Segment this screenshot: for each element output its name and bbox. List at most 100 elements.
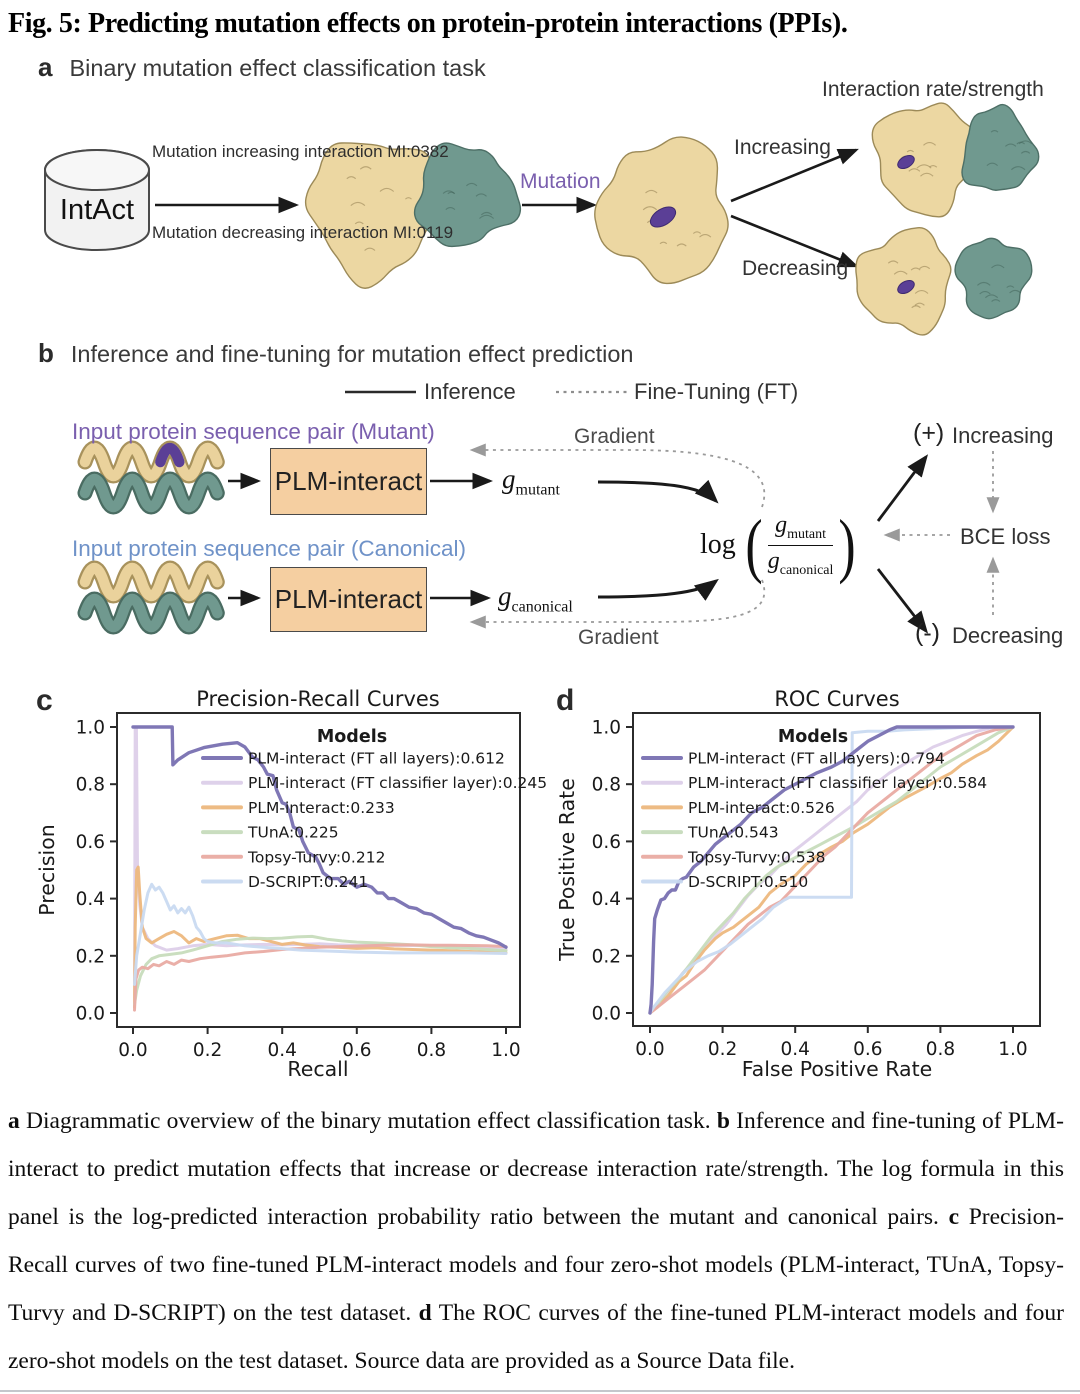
mutation-increasing-edge-label: Mutation increasing interaction MI:0382 bbox=[152, 142, 449, 161]
protein-blob-teal-unbound-texture bbox=[977, 281, 991, 286]
panel-b-canvas bbox=[77, 390, 1000, 635]
protein-blob-teal-bound-texture bbox=[1011, 166, 1026, 171]
protein-blob-tan-1-texture bbox=[379, 187, 395, 192]
mutant-helix-tan bbox=[79, 442, 223, 482]
decreasing-arrow bbox=[730, 214, 859, 268]
gradient-top-dashed-curve bbox=[469, 443, 766, 508]
protein-blob-teal-unbound-texture bbox=[985, 294, 999, 299]
protein-blob-mutant-texture bbox=[699, 234, 712, 238]
intact-database-label: IntAct bbox=[59, 194, 135, 226]
protein-blob-tan-unbound-texture bbox=[914, 290, 929, 294]
roc-series-line bbox=[648, 725, 1015, 1015]
protein-blob-tan-1-texture bbox=[354, 221, 364, 225]
panel-a-canvas bbox=[44, 102, 1040, 336]
protein-blob-teal-bound-texture bbox=[1018, 140, 1033, 145]
panel-b-diagram: Inference Fine-Tuning (FT) Input protein… bbox=[0, 335, 1080, 665]
g-mutant-to-formula-arrow bbox=[597, 479, 719, 504]
protein-blob-mutant-texture bbox=[659, 241, 668, 245]
minus-sign: (-) bbox=[915, 619, 940, 647]
roc-legend-label: D-SCRIPT:0.510 bbox=[688, 873, 808, 891]
increasing-output-label: Increasing bbox=[952, 423, 1054, 448]
protein-blob-tan-1-texture bbox=[405, 197, 412, 200]
protein-blob-teal-1-texture bbox=[445, 207, 456, 211]
roc-ytick-label: 0.2 bbox=[592, 946, 621, 967]
roc-xlabel: False Positive Rate bbox=[742, 1057, 933, 1081]
protein-blob-tan-1-texture bbox=[346, 176, 357, 180]
roc-ytick-label: 0.6 bbox=[592, 832, 621, 853]
bottom-divider bbox=[0, 1390, 1080, 1392]
protein-blob-teal-1-texture bbox=[479, 214, 494, 219]
roc-legend-label: PLM-interact (FT classifier layer):0.584 bbox=[688, 774, 987, 792]
roc-series-line bbox=[648, 725, 1015, 1015]
pr-axes-box bbox=[116, 712, 521, 1028]
roc-xtick-label: 1.0 bbox=[998, 1039, 1027, 1060]
protein-blob-tan-unbound-texture bbox=[887, 260, 899, 264]
pr-ytick-label: 1.0 bbox=[76, 718, 105, 739]
roc-series-line bbox=[648, 725, 1015, 1015]
plus-sign: (+) bbox=[913, 419, 945, 447]
mutation-label: Mutation bbox=[520, 170, 601, 193]
mutation-site-patch bbox=[649, 206, 677, 228]
pr-legend-label: PLM-interact (FT classifier layer):0.245 bbox=[248, 774, 547, 792]
pr-legend-label: TUnA:0.225 bbox=[247, 824, 339, 842]
pr-legend-label: PLM-interact:0.233 bbox=[248, 799, 395, 817]
pr-series-line bbox=[133, 865, 508, 1009]
g-mutant-term: gmutant bbox=[502, 464, 560, 499]
protein-blob-tan-unbound-texture bbox=[893, 270, 908, 275]
panel-b-letter: b bbox=[38, 338, 54, 368]
pr-ytick-label: 0.2 bbox=[76, 946, 105, 967]
decreasing-label: Decreasing bbox=[742, 257, 849, 280]
mutation-decreasing-edge-label: Mutation decreasing interaction MI:0119 bbox=[152, 223, 454, 242]
mutation-site-patch-unbound bbox=[897, 279, 915, 295]
mutant-helix-teal bbox=[79, 473, 223, 513]
pr-ytick-label: 0.6 bbox=[76, 832, 105, 853]
bce-loss-label: BCE loss bbox=[960, 524, 1051, 549]
roc-ylabel: True Positive Rate bbox=[555, 778, 579, 962]
pr-series-line bbox=[133, 882, 508, 986]
panel-a-title: Binary mutation effect classification ta… bbox=[69, 55, 486, 81]
roc-legend-label: PLM-interact:0.526 bbox=[688, 799, 835, 817]
protein-blob-mutant-texture bbox=[676, 243, 687, 247]
roc-series-line bbox=[648, 725, 1015, 1015]
protein-blob-tan-bound bbox=[871, 102, 979, 218]
roc-ytick-label: 1.0 bbox=[592, 718, 621, 739]
roc-chart: ROC Curves 0.0 0.2 0.4 0.6 0.8 1.0 0.0 0.2 0.4 0.6… bbox=[555, 687, 1041, 1081]
panel-d-letter: d bbox=[556, 684, 575, 717]
roc-ytick-label: 0.8 bbox=[592, 775, 621, 796]
pr-xtick-label: 1.0 bbox=[491, 1040, 520, 1061]
database-cylinder-top bbox=[44, 149, 150, 191]
protein-blob-tan-bound-texture bbox=[908, 168, 921, 172]
panel-c-letter: c bbox=[36, 684, 53, 717]
protein-blob-tan-1 bbox=[304, 142, 433, 289]
protein-blob-teal-1-texture bbox=[480, 211, 493, 216]
gradient-bottom-label: Gradient bbox=[578, 626, 659, 649]
roc-xtick-label: 0.4 bbox=[780, 1039, 809, 1060]
increasing-arrow bbox=[730, 148, 859, 203]
roc-legend-title: Models bbox=[778, 727, 848, 747]
figure-title: Fig. 5: Predicting mutation effects on p… bbox=[8, 8, 848, 39]
pr-xtick-label: 0.2 bbox=[193, 1040, 222, 1061]
roc-ytick-label: 0.4 bbox=[592, 889, 621, 910]
protein-blob-teal-1 bbox=[413, 142, 522, 248]
pr-series-line bbox=[133, 943, 508, 1012]
protein-blob-mutant-texture bbox=[692, 231, 702, 234]
plm-interact-box-mutant: PLM-interact bbox=[270, 448, 427, 515]
pr-xtick-label: 0.8 bbox=[417, 1040, 446, 1061]
panel-a-header: a Binary mutation effect classification … bbox=[38, 52, 486, 83]
pr-xlabel: Recall bbox=[287, 1057, 348, 1081]
decreasing-output-label: Decreasing bbox=[952, 623, 1064, 648]
fine-tuning-legend-label: Fine-Tuning (FT) bbox=[634, 379, 799, 404]
protein-blob-teal-1-texture bbox=[466, 182, 478, 187]
plm-interact-box-canonical: PLM-interact bbox=[270, 567, 427, 632]
pr-series-line bbox=[131, 725, 508, 949]
protein-blob-teal-unbound-texture bbox=[1009, 289, 1022, 294]
protein-blob-tan-unbound-texture bbox=[911, 305, 921, 309]
formula-denominator: gcanonical bbox=[767, 547, 834, 578]
protein-blob-tan-bound-texture bbox=[929, 165, 938, 168]
protein-blob-tan-unbound bbox=[855, 227, 952, 336]
protein-blob-tan-bound-texture bbox=[906, 149, 914, 153]
pr-legend-label: D-SCRIPT:0.241 bbox=[248, 873, 368, 891]
protein-blob-teal-bound-texture bbox=[990, 130, 999, 133]
formula-to-increasing-arrow bbox=[876, 454, 929, 522]
protein-blob-tan-unbound-texture bbox=[919, 265, 931, 270]
